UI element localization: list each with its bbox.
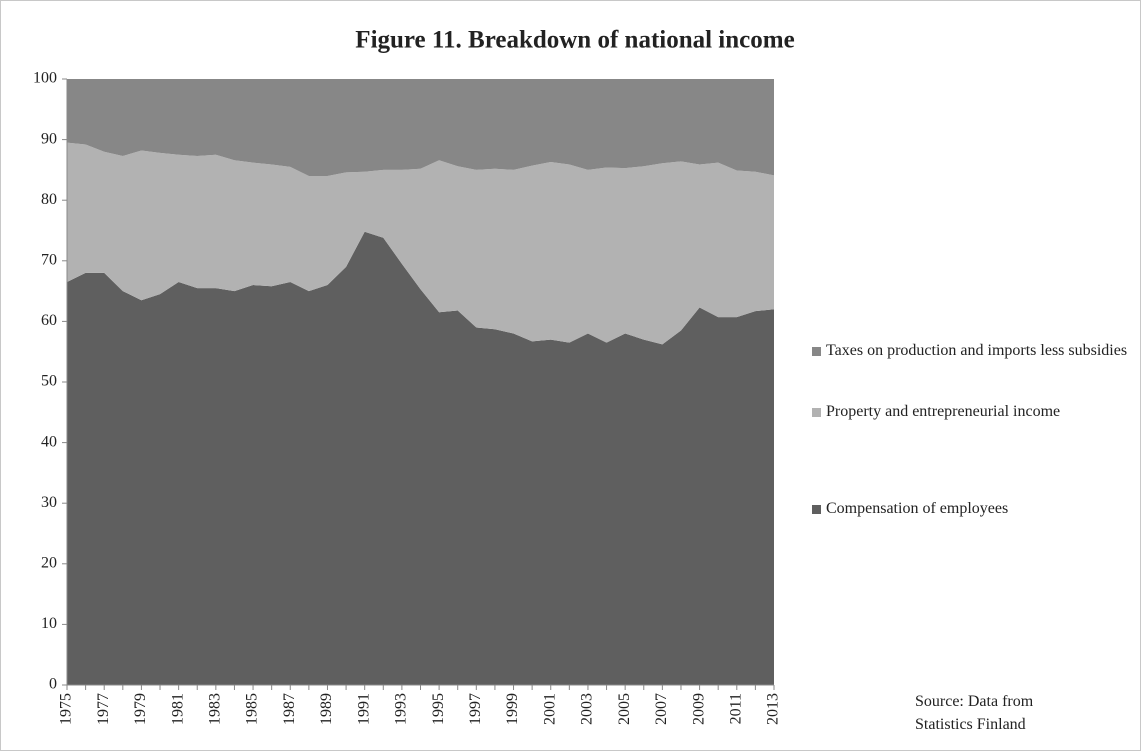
- x-tick-label: 1989: [318, 693, 335, 725]
- area: [67, 231, 774, 685]
- area: [67, 79, 774, 176]
- source-note: Source: Data from Statistics Finland: [915, 693, 1034, 733]
- x-tick-label: 1981: [169, 693, 186, 725]
- y-tick-label: 0: [49, 676, 57, 693]
- y-tick-label: 20: [41, 554, 57, 571]
- x-tick-label: 2003: [579, 693, 596, 725]
- legend-swatch: [812, 347, 821, 356]
- x-tick-label: 2007: [653, 693, 670, 725]
- x-tick-label: 1983: [207, 693, 224, 725]
- x-tick-label: 1991: [355, 693, 372, 725]
- y-tick-label: 40: [41, 433, 57, 450]
- y-tick-label: 10: [41, 615, 57, 632]
- y-tick-label: 60: [41, 312, 57, 329]
- x-tick-label: 1997: [467, 693, 484, 725]
- x-tick-label: 2009: [690, 693, 707, 725]
- legend-swatch: [812, 505, 821, 514]
- x-tick-label: 1975: [58, 693, 75, 725]
- x-tick-label: 2005: [616, 693, 633, 725]
- x-tick-label: 1995: [430, 693, 447, 725]
- legend-label: Property and entrepreneurial income: [826, 403, 1061, 420]
- y-tick-label: 30: [41, 494, 57, 511]
- x-tick-label: 1993: [393, 693, 410, 725]
- chart-title: Figure 11. Breakdown of national income: [355, 27, 794, 54]
- y-tick-label: 70: [41, 251, 57, 268]
- y-tick-label: 80: [41, 191, 57, 208]
- x-tick-label: 2011: [727, 693, 744, 724]
- legend-label: Taxes on production and imports less sub…: [826, 342, 1128, 359]
- area: [67, 142, 774, 345]
- legend-label: Compensation of employees: [826, 500, 1009, 517]
- x-tick-label: 2001: [541, 693, 558, 725]
- x-tick-label: 1979: [132, 693, 149, 725]
- x-tick-label: 1985: [244, 693, 261, 725]
- x-tick-label: 2013: [765, 693, 782, 725]
- x-tick-label: 1999: [504, 693, 521, 725]
- y-tick-label: 50: [41, 373, 57, 390]
- y-tick-label: 90: [41, 130, 57, 147]
- y-tick-label: 100: [33, 70, 57, 87]
- x-tick-label: 1987: [281, 693, 298, 725]
- legend-swatch: [812, 408, 821, 417]
- x-tick-label: 1977: [95, 693, 112, 725]
